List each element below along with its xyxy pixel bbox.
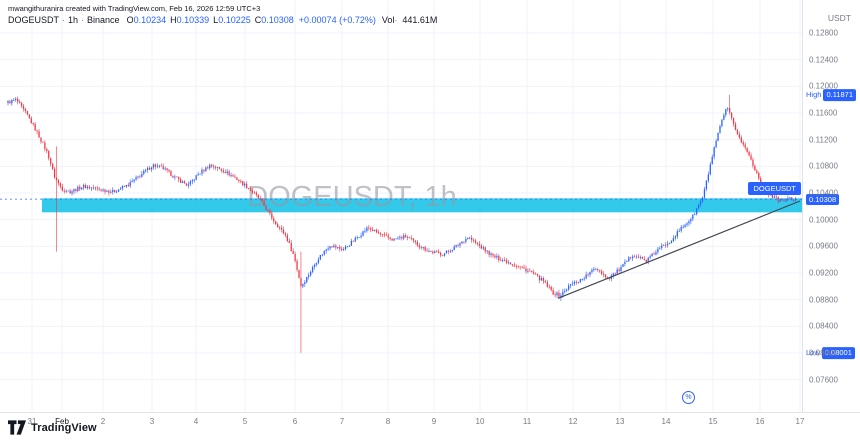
chart-canvas[interactable]: DOGEUSDT, 1h: [0, 0, 802, 412]
percent-icon[interactable]: %: [682, 391, 695, 404]
legend-open-value: 0.10234: [133, 15, 167, 25]
legend-low-value: 0.10225: [218, 15, 251, 25]
chart-legend: DOGEUSDT · 1h · Binance O 0.10234 H 0.10…: [8, 15, 437, 25]
time-axis-label: 4: [193, 417, 199, 426]
time-axis-label: 7: [339, 417, 345, 426]
time-axis-label: 16: [755, 417, 765, 426]
price-axis-label: 0.11200: [809, 135, 838, 145]
legend-separator: ·: [62, 15, 66, 25]
low-badge-value: 0.08001: [821, 347, 855, 359]
time-axis-label: 17: [795, 417, 805, 426]
legend-change: +0.00074 (+0.72%): [298, 15, 376, 25]
low-badge-label: Low: [806, 348, 820, 358]
chart-watermark: DOGEUSDT, 1h: [247, 181, 457, 213]
symbol-price-label: DOGEUSDT: [748, 182, 801, 195]
time-axis-label: 13: [615, 417, 625, 426]
highlight-band-drawing[interactable]: [42, 198, 802, 213]
legend-separator: ·: [394, 15, 398, 25]
legend-exchange[interactable]: Binance: [87, 15, 120, 25]
legend-open-label: O: [126, 15, 134, 25]
trendline-drawing[interactable]: [557, 200, 801, 299]
time-axis-label: 8: [385, 417, 391, 426]
quote-currency-label: USDT: [827, 13, 851, 23]
time-axis-label: 11: [522, 417, 532, 426]
price-axis-label: 0.09200: [809, 268, 838, 278]
legend-high-value: 0.10339: [176, 15, 210, 25]
price-axis-label: 0.08800: [809, 295, 838, 305]
price-axis-label: 0.08400: [809, 321, 838, 331]
last-price-badge: 0.10308: [806, 193, 840, 206]
price-axis-label: 0.12400: [809, 55, 838, 65]
legend-volume-value: 441.61M: [402, 15, 438, 25]
low-badge: Low 0.08001: [806, 347, 855, 359]
legend-interval[interactable]: 1h: [68, 15, 79, 25]
time-axis-label: 2: [100, 417, 106, 426]
price-axis-label: 0.07600: [809, 375, 838, 385]
time-axis-label: 5: [242, 417, 248, 426]
price-axis-label: 0.10400: [809, 188, 838, 198]
tradingview-brand-text: TradingView: [31, 421, 97, 434]
time-axis-label: 15: [708, 417, 718, 426]
price-axis-label: 0.10000: [809, 215, 838, 225]
time-axis-label: 3: [149, 417, 155, 426]
price-axis-label: 0.11600: [809, 108, 838, 118]
price-axis-label: 0.09600: [809, 241, 838, 251]
legend-close-label: C: [254, 15, 262, 25]
time-axis-label: 31: [27, 417, 37, 426]
legend-low-label: L: [213, 15, 219, 25]
legend-high-label: H: [170, 15, 177, 25]
tradingview-logo[interactable]: TradingView: [8, 420, 97, 435]
legend-separator: ·: [81, 15, 85, 25]
price-axis-label: 0.12800: [809, 28, 838, 38]
price-axis-label: 0.08000: [809, 348, 838, 358]
legend-volume-label: Vol: [381, 15, 395, 25]
attribution-text: mwangithuranira created with TradingView…: [8, 4, 261, 13]
high-badge-value: 0.11871: [823, 89, 856, 101]
tradingview-logo-icon: [8, 420, 26, 435]
time-axis-label: 10: [475, 417, 485, 426]
time-axis-label: 12: [568, 417, 578, 426]
candles[interactable]: [7, 94, 797, 353]
price-axis-label: 0.12000: [809, 81, 838, 91]
price-axis[interactable]: High 0.11871 0.10308 Low 0.08001 0.12800…: [802, 0, 860, 412]
time-axis[interactable]: 31 Feb 2 3 4 5 6 7 8 9 10 11 12 13 14 15 16 17: [0, 412, 860, 442]
time-axis-label: 6: [292, 417, 298, 426]
legend-symbol[interactable]: DOGEUSDT: [8, 15, 60, 25]
high-badge-label: High: [806, 90, 822, 100]
legend-close-value: 0.10308: [261, 15, 294, 25]
time-axis-label: 14: [661, 417, 671, 426]
time-axis-label: Feb: [55, 417, 69, 426]
time-axis-label: 9: [431, 417, 437, 426]
price-axis-label: 0.10800: [809, 161, 838, 171]
high-badge: High 0.11871: [806, 89, 856, 101]
